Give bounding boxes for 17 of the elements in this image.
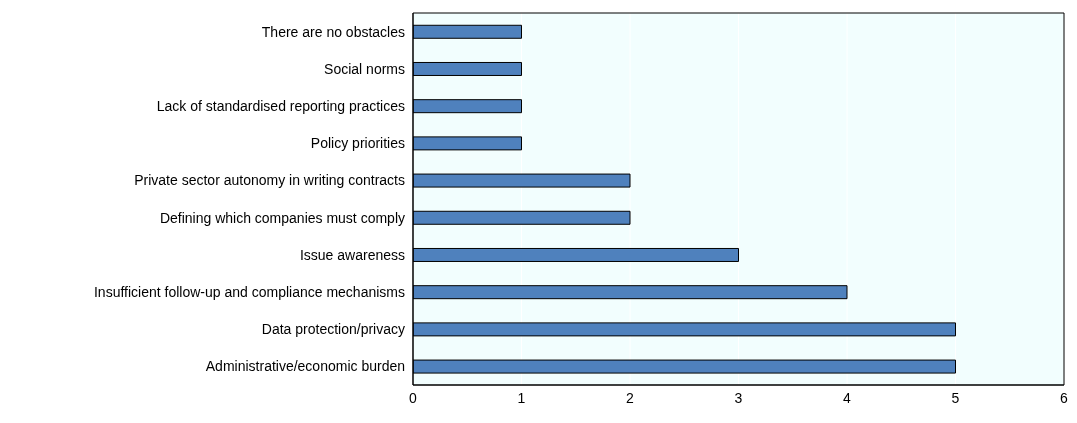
x-tick-label: 0	[409, 389, 418, 406]
x-tick-label: 4	[843, 389, 852, 406]
x-tick-label: 3	[734, 389, 743, 406]
y-tick-label: Administrative/economic burden	[205, 358, 405, 375]
y-tick-label: Issue awareness	[299, 246, 405, 263]
y-tick-label: Policy priorities	[310, 135, 405, 152]
y-tick-label: Lack of standardised reporting practices	[156, 97, 405, 114]
y-tick-label: Defining which companies must comply	[159, 209, 405, 226]
y-tick-label: Private sector autonomy in writing contracts	[134, 172, 405, 189]
y-tick-label: Insufficient follow-up and compliance mechanisms	[93, 283, 405, 300]
y-tick-label: Data protection/privacy	[261, 321, 405, 338]
y-tick-label: There are no obstacles	[261, 23, 405, 40]
x-tick-label: 1	[517, 389, 526, 406]
x-tick-label: 2	[626, 389, 635, 406]
x-tick-label: 5	[951, 389, 960, 406]
y-tick-label: Social norms	[324, 60, 405, 77]
x-tick-label: 6	[1060, 389, 1069, 406]
